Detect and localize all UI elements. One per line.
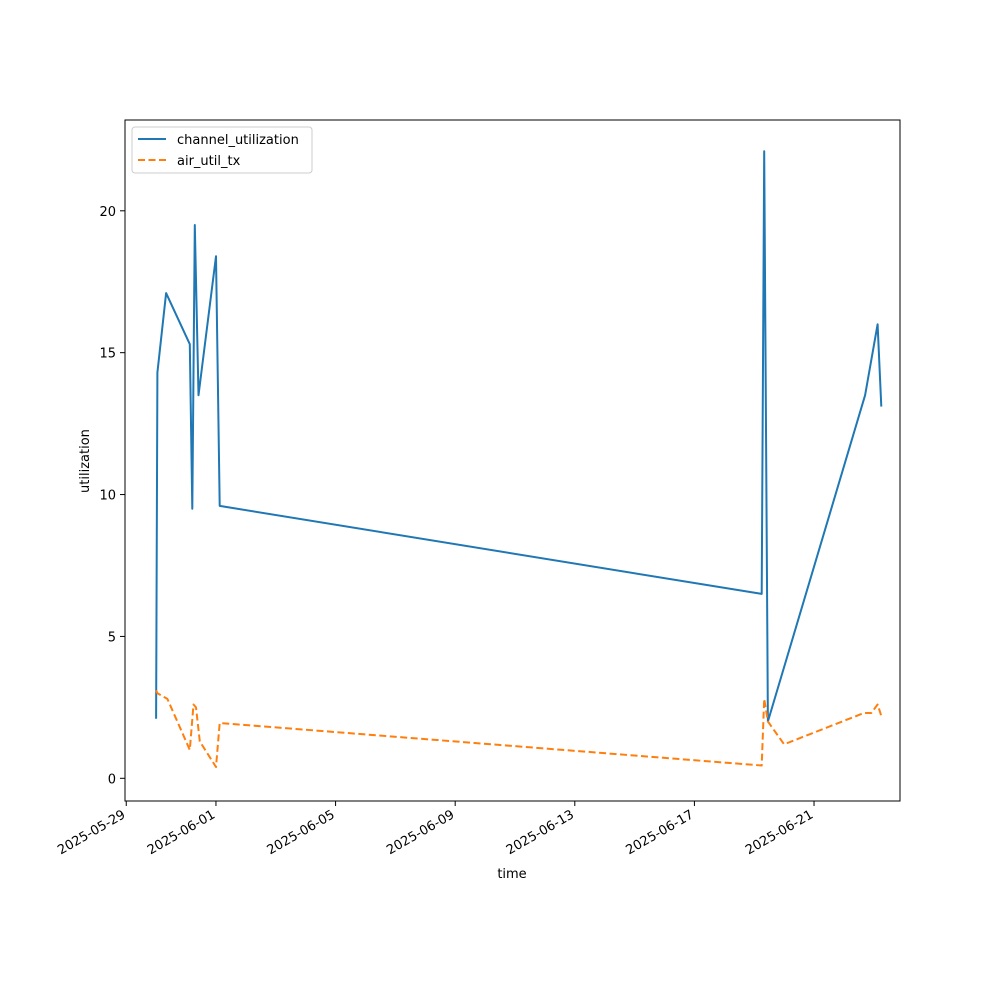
legend-box	[131, 126, 313, 174]
legend-label-channel-utilization: channel_utilization	[177, 133, 299, 148]
legend-label-air-util-tx: air_util_tx	[177, 154, 241, 169]
y-tick-label: 5	[108, 630, 116, 645]
series-line-channel-utilization	[155, 150, 883, 723]
y-axis: 0 5 10 15 20	[99, 205, 125, 787]
y-tick-label: 20	[99, 205, 116, 220]
plot-area	[155, 150, 883, 768]
legend: channel_utilization air_util_tx	[131, 126, 313, 174]
series-line-air-util-tx	[155, 689, 883, 768]
plot-frame	[124, 119, 901, 802]
y-tick-label: 10	[99, 489, 116, 504]
x-axis-label: time	[497, 867, 526, 882]
y-axis-label: utilization	[78, 429, 93, 493]
y-tick-label: 15	[99, 347, 116, 362]
y-tick-label: 0	[108, 772, 116, 787]
